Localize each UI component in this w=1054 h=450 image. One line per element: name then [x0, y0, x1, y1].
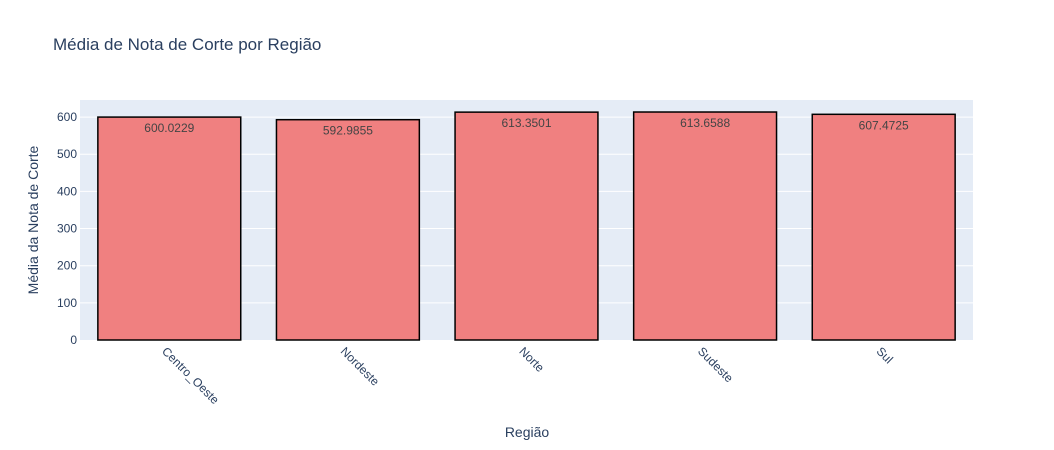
y-tick-label: 500: [57, 147, 77, 161]
bar-value-label: 607.4725: [859, 118, 909, 132]
x-axis-title: Região: [505, 424, 550, 440]
x-tick-label: Nordeste: [338, 344, 383, 389]
y-tick-label: 100: [57, 296, 77, 310]
y-tick-label: 0: [70, 333, 77, 347]
bar-value-label: 613.3501: [501, 116, 551, 130]
y-tick-label: 200: [57, 259, 77, 273]
x-tick-label: Sul: [874, 344, 896, 366]
y-tick-label: 400: [57, 184, 77, 198]
bar-value-label: 592.9855: [323, 124, 373, 138]
y-tick-label: 600: [57, 110, 77, 124]
bar-sudeste: [632, 111, 778, 341]
y-axis-title: Média da Nota de Corte: [25, 145, 41, 294]
x-axis-ticks: Centro_Oeste Nordeste Norte Sudeste Sul: [159, 344, 896, 407]
x-tick-label: Sudeste: [695, 344, 736, 385]
bars: 600.0229 592.9855 613.3501 613.6588 607.4725: [97, 111, 956, 341]
chart-title: Média de Nota de Corte por Região: [53, 35, 321, 54]
y-axis-ticks: 0 100 200 300 400 500 600: [57, 110, 77, 347]
bar-centro-oeste: [97, 116, 242, 341]
bar-sul: [811, 113, 956, 341]
bar-value-label: 600.0229: [144, 121, 194, 135]
bar-norte: [454, 111, 599, 341]
y-tick-label: 300: [57, 222, 77, 236]
x-tick-label: Centro_Oeste: [159, 344, 222, 407]
x-tick-label: Norte: [516, 344, 547, 375]
bar-nordeste: [275, 118, 421, 341]
bar-value-label: 613.6588: [680, 116, 730, 130]
